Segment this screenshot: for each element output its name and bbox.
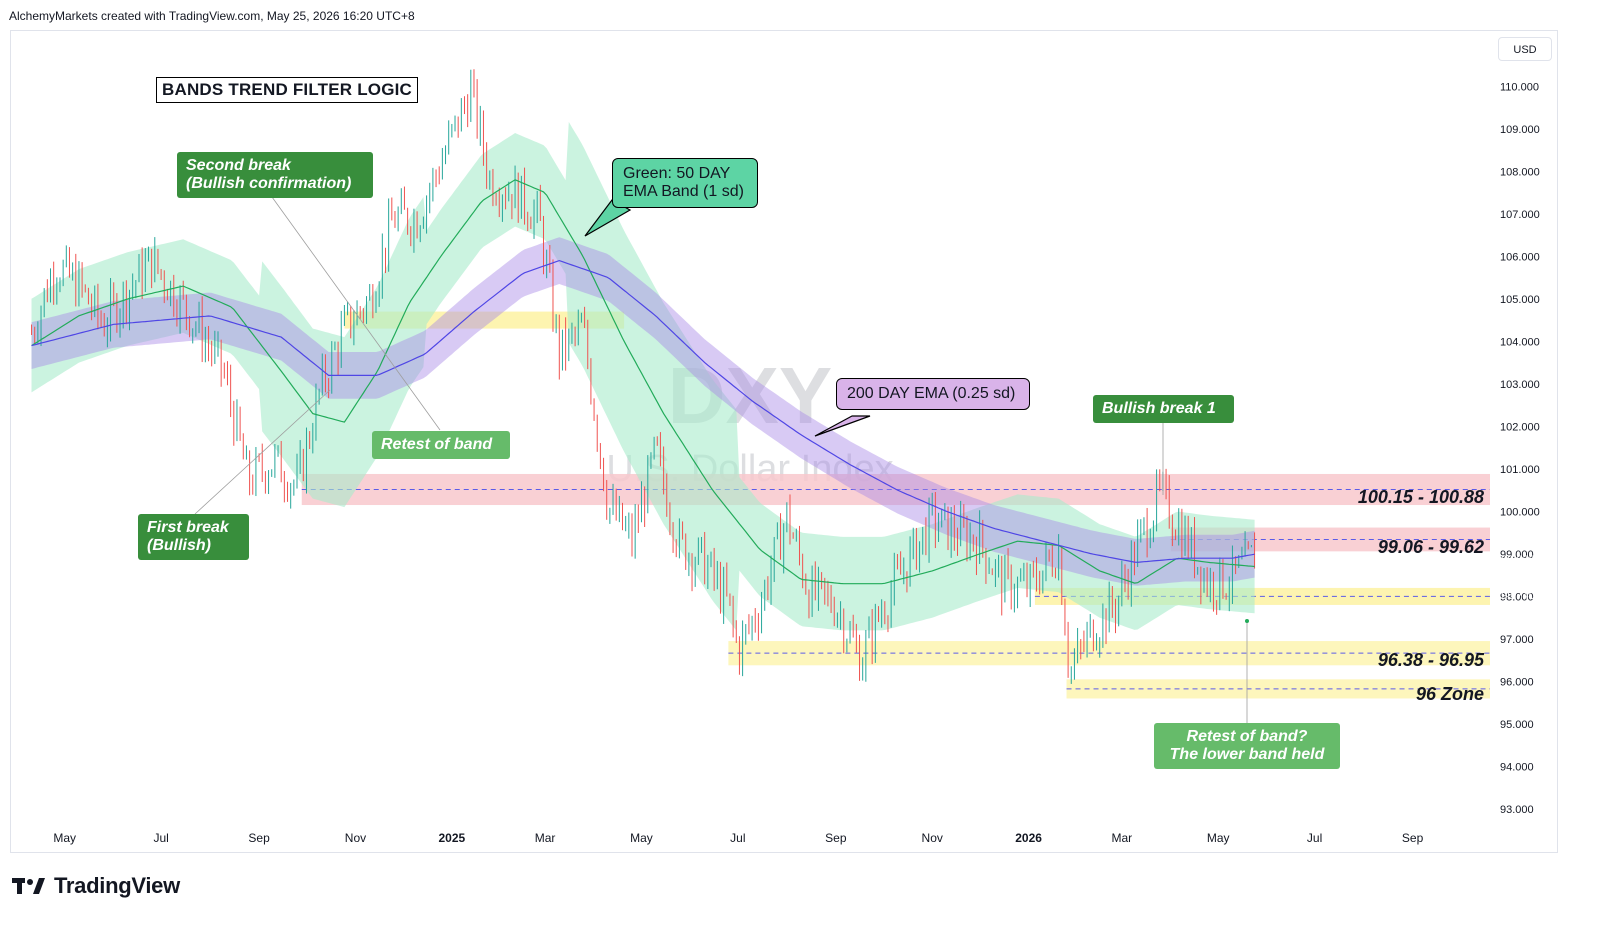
price-tag-ema200: 98.997 bbox=[1501, 572, 1535, 584]
label-second-break-line2: (Bullish confirmation) bbox=[186, 175, 352, 192]
y-tick-label: 94.000 bbox=[1500, 761, 1534, 773]
label-second-break: Second break (Bullish confirmation) bbox=[177, 152, 373, 198]
y-tick-label: 106.000 bbox=[1500, 251, 1540, 263]
x-tick-label: Mar bbox=[535, 831, 556, 845]
callout-ema50-line1: Green: 50 DAY bbox=[623, 165, 731, 182]
x-tick-label: Nov bbox=[345, 831, 366, 845]
y-tick-label: 100.000 bbox=[1500, 506, 1540, 518]
callout-ema200-pointer bbox=[814, 415, 871, 437]
tradingview-brand[interactable]: TradingView bbox=[12, 873, 180, 899]
x-tick-label: Jul bbox=[1307, 831, 1322, 845]
zone-label-96: 96 Zone bbox=[1415, 684, 1484, 704]
chart-frame[interactable] bbox=[10, 30, 1558, 853]
callout-ema50: Green: 50 DAY EMA Band (1 sd) bbox=[612, 158, 758, 208]
y-tick-label: 109.000 bbox=[1500, 124, 1540, 136]
label-retest-question-line1: Retest of band? bbox=[1186, 728, 1308, 745]
tradingview-logo-icon bbox=[12, 878, 45, 894]
ema50-line bbox=[31, 179, 1255, 585]
x-tick-label: May bbox=[1207, 831, 1230, 845]
y-tick-label: 103.000 bbox=[1500, 379, 1540, 391]
x-tick-label: Sep bbox=[1402, 831, 1424, 845]
x-tick-label: May bbox=[630, 831, 653, 845]
y-tick-label: 101.000 bbox=[1500, 464, 1540, 476]
zone-label-100: 100.15 - 100.88 bbox=[1357, 487, 1484, 507]
label-retest-question: Retest of band? The lower band held bbox=[1154, 723, 1340, 769]
y-tick-label: 98.000 bbox=[1500, 591, 1534, 603]
label-bullish-break-1: Bullish break 1 bbox=[1093, 395, 1234, 423]
tradingview-wordmark: TradingView bbox=[54, 873, 180, 898]
y-tick-label: 105.000 bbox=[1500, 294, 1540, 306]
y-tick-label: 104.000 bbox=[1500, 336, 1540, 348]
x-tick-label: Jul bbox=[730, 831, 745, 845]
retest-dot bbox=[1245, 619, 1249, 623]
y-tick-label: 96.000 bbox=[1500, 676, 1534, 688]
label-retest-question-line2: The lower band held bbox=[1169, 746, 1325, 763]
x-tick-label: 2026 bbox=[1015, 831, 1042, 845]
currency-selector[interactable]: USD bbox=[1498, 37, 1552, 61]
y-tick-label: 107.000 bbox=[1500, 209, 1540, 221]
x-tick-label: Sep bbox=[825, 831, 847, 845]
y-tick-label: 99.000 bbox=[1500, 549, 1534, 561]
y-tick-label: 102.000 bbox=[1500, 421, 1540, 433]
price-tag-last: 99.020 bbox=[1501, 554, 1535, 566]
connector-second-break bbox=[271, 196, 441, 431]
y-tick-label: 95.000 bbox=[1500, 719, 1534, 731]
connector-first-break bbox=[194, 389, 331, 515]
x-tick-label: May bbox=[53, 831, 76, 845]
label-first-break-line1: First break bbox=[147, 519, 229, 536]
zone-label-96-38: 96.38 - 96.95 bbox=[1377, 650, 1484, 670]
x-tick-label: Jul bbox=[153, 831, 168, 845]
label-second-break-line1: Second break bbox=[186, 157, 291, 174]
y-tick-label: 93.000 bbox=[1500, 804, 1534, 816]
ema200-band bbox=[31, 237, 1255, 586]
y-tick-label: 110.000 bbox=[1500, 81, 1539, 93]
x-tick-label: 2025 bbox=[439, 831, 466, 845]
ema200-line bbox=[31, 259, 1255, 563]
x-tick-label: Mar bbox=[1111, 831, 1132, 845]
x-tick-label: Sep bbox=[248, 831, 270, 845]
zone-label-99: 99.06 - 99.62 bbox=[1377, 537, 1484, 557]
price-tag-ema50: 98.740 bbox=[1501, 590, 1535, 602]
y-tick-label: 108.000 bbox=[1500, 166, 1540, 178]
callout-ema200: 200 DAY EMA (0.25 sd) bbox=[836, 378, 1030, 410]
x-tick-label: Nov bbox=[922, 831, 943, 845]
chart-title: BANDS TREND FILTER LOGIC bbox=[156, 77, 419, 103]
label-first-break: First break (Bullish) bbox=[138, 514, 249, 560]
chart-credit: AlchemyMarkets created with TradingView.… bbox=[9, 9, 415, 23]
label-first-break-line2: (Bullish) bbox=[147, 537, 211, 554]
y-tick-label: 97.000 bbox=[1500, 634, 1534, 646]
label-retest-band: Retest of band bbox=[372, 431, 510, 459]
callout-ema50-line2: EMA Band (1 sd) bbox=[623, 183, 744, 200]
